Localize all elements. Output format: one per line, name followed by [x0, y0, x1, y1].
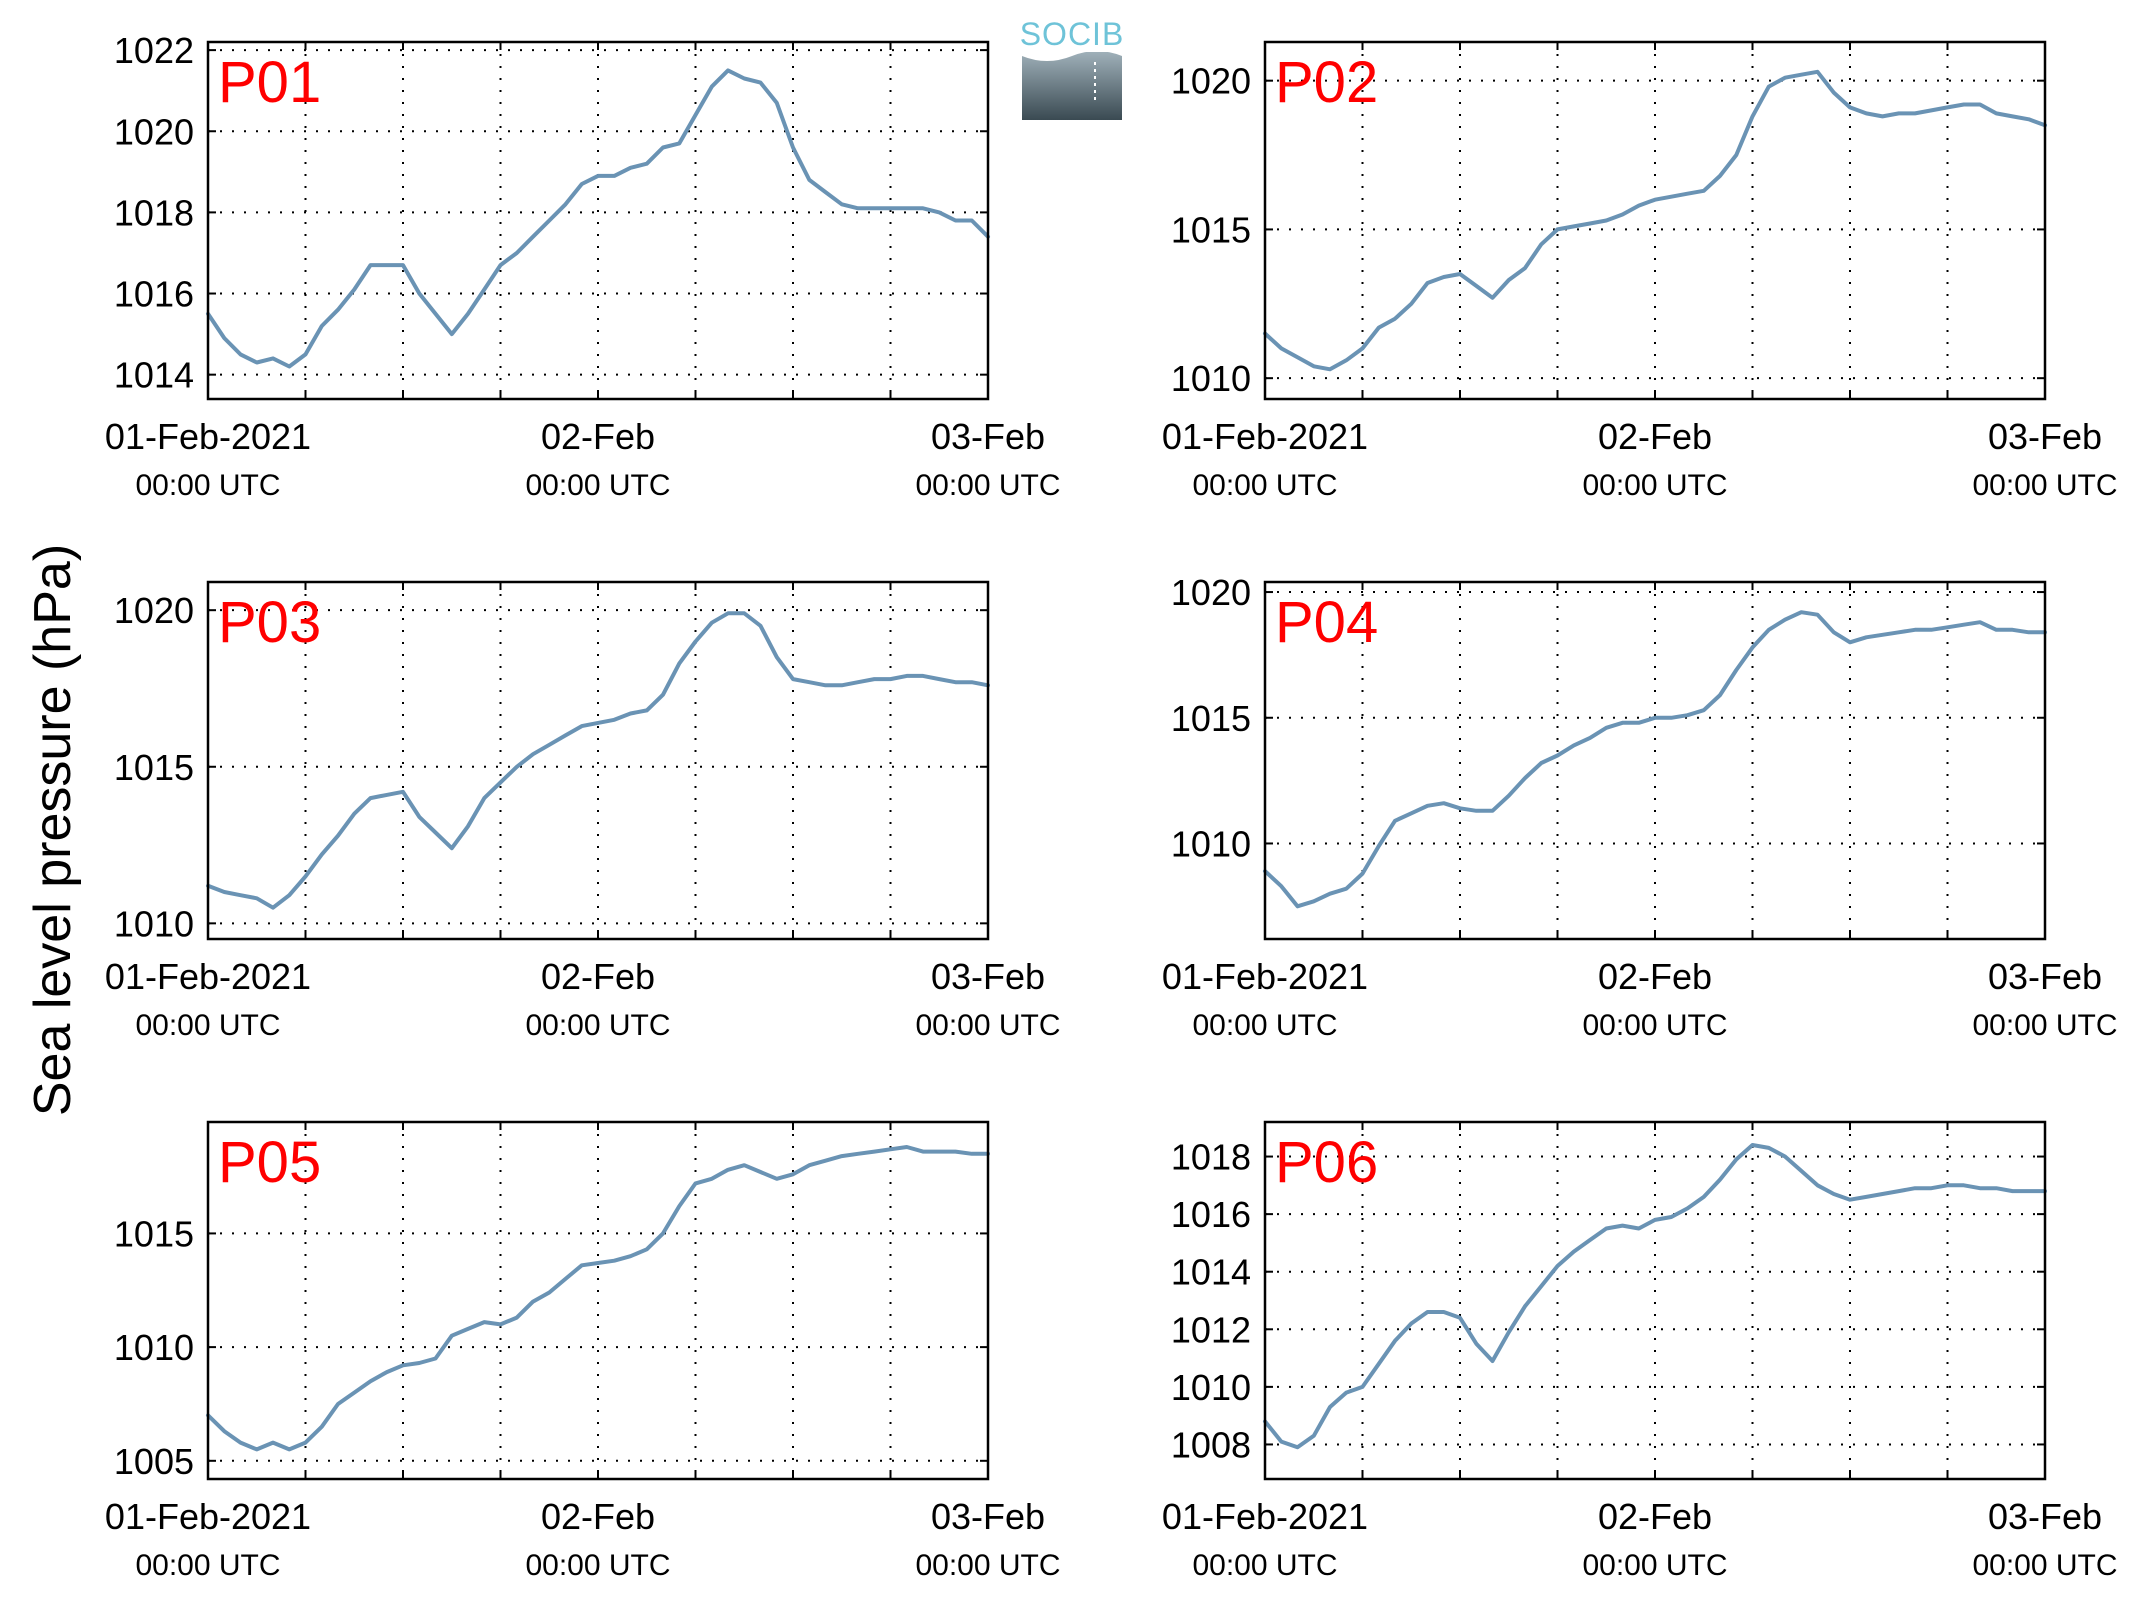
x-tick-label: 01-Feb-2021 — [105, 956, 311, 997]
y-tick-label: 1012 — [1171, 1309, 1251, 1350]
x-tick-label: 03-Feb — [931, 416, 1045, 457]
y-tick-label: 1010 — [1171, 823, 1251, 864]
panel-label: P02 — [1275, 50, 1378, 115]
y-tick-label: 1015 — [114, 1213, 194, 1254]
x-tick-sublabel: 00:00 UTC — [915, 1549, 1060, 1582]
x-tick-sublabel: 00:00 UTC — [1192, 469, 1337, 502]
x-tick-label: 01-Feb-2021 — [1162, 956, 1368, 997]
series-line — [206, 611, 990, 910]
y-tick-label: 1022 — [114, 30, 194, 71]
y-tick-label: 1020 — [1171, 572, 1251, 613]
axes-frame — [1263, 580, 2047, 941]
x-tick-label: 02-Feb — [1598, 1496, 1712, 1537]
chart-panel-p02: 1010 1015 1020 01-Feb-2021 00:00 UTC 02-Feb 00… — [1162, 40, 2118, 502]
x-tick-label: 02-Feb — [541, 1496, 655, 1537]
x-tick-label: 02-Feb — [1598, 956, 1712, 997]
chart-panel-p03: 1010 1015 1020 01-Feb-2021 00:00 UTC 02-Feb 00… — [105, 580, 1061, 1042]
x-tick-label: 03-Feb — [1988, 416, 2102, 457]
x-tick-sublabel: 00:00 UTC — [1582, 469, 1727, 502]
axes-frame — [1263, 1120, 2047, 1481]
y-tick-label: 1015 — [114, 747, 194, 788]
panels-group: 1014 1016 1018 1020 1022 01-Feb-2021 00:00 UTC… — [105, 30, 2118, 1582]
x-tick-label: 02-Feb — [541, 416, 655, 457]
y-tick-label: 1005 — [114, 1441, 194, 1482]
x-tick-sublabel: 00:00 UTC — [135, 469, 280, 502]
x-tick-sublabel: 00:00 UTC — [915, 469, 1060, 502]
grid-lines — [208, 42, 988, 399]
y-tick-label: 1008 — [1171, 1424, 1251, 1465]
series-line — [1263, 1143, 2047, 1450]
axes-frame — [206, 580, 990, 941]
x-tick-label: 01-Feb-2021 — [105, 1496, 311, 1537]
series-line — [206, 68, 990, 369]
series-line — [1263, 610, 2047, 909]
x-tick-sublabel: 00:00 UTC — [1582, 1009, 1727, 1042]
axes-frame — [1263, 40, 2047, 401]
panel-label: P03 — [218, 590, 321, 655]
chart-panel-p04: 1010 1015 1020 01-Feb-2021 00:00 UTC 02-Feb 00… — [1162, 572, 2118, 1042]
y-tick-label: 1020 — [1171, 61, 1251, 102]
y-tick-label: 1010 — [114, 903, 194, 944]
panel-label: P04 — [1275, 590, 1378, 655]
x-tick-label: 03-Feb — [931, 1496, 1045, 1537]
x-tick-sublabel: 00:00 UTC — [525, 1009, 670, 1042]
figure-ylabel: Sea level pressure (hPa) — [24, 544, 82, 1116]
y-tick-label: 1015 — [1171, 209, 1251, 250]
x-tick-label: 02-Feb — [1598, 416, 1712, 457]
panel-label: P06 — [1275, 1130, 1378, 1195]
y-tick-label: 1018 — [114, 192, 194, 233]
grid-lines — [1265, 42, 2045, 399]
panel-label: P05 — [218, 1130, 321, 1195]
x-tick-sublabel: 00:00 UTC — [1192, 1549, 1337, 1582]
y-tick-label: 1015 — [1171, 698, 1251, 739]
chart-panel-p06: 1008 1010 1012 1014 1016 1018 01-Feb-2021 00:00… — [1162, 1120, 2118, 1582]
axes-frame — [206, 40, 990, 401]
y-tick-label: 1016 — [114, 274, 194, 315]
y-tick-label: 1014 — [114, 355, 194, 396]
socib-logo: SOCIB — [1020, 16, 1125, 120]
grid-lines — [208, 582, 988, 939]
x-tick-label: 03-Feb — [931, 956, 1045, 997]
x-tick-label: 01-Feb-2021 — [1162, 1496, 1368, 1537]
y-tick-label: 1014 — [1171, 1252, 1251, 1293]
x-tick-sublabel: 00:00 UTC — [135, 1549, 280, 1582]
y-tick-label: 1010 — [114, 1327, 194, 1368]
series-line — [206, 1145, 990, 1452]
x-tick-sublabel: 00:00 UTC — [135, 1009, 280, 1042]
x-tick-sublabel: 00:00 UTC — [1582, 1549, 1727, 1582]
x-tick-label: 03-Feb — [1988, 1496, 2102, 1537]
y-tick-label: 1010 — [1171, 1367, 1251, 1408]
x-tick-sublabel: 00:00 UTC — [915, 1009, 1060, 1042]
grid-lines — [1265, 582, 2045, 939]
x-tick-sublabel: 00:00 UTC — [525, 1549, 670, 1582]
x-tick-sublabel: 00:00 UTC — [1192, 1009, 1337, 1042]
x-tick-sublabel: 00:00 UTC — [1972, 1549, 2117, 1582]
y-tick-label: 1010 — [1171, 358, 1251, 399]
panel-label: P01 — [218, 50, 321, 115]
logo-text: SOCIB — [1020, 16, 1125, 52]
x-tick-sublabel: 00:00 UTC — [525, 469, 670, 502]
y-tick-label: 1020 — [114, 111, 194, 152]
x-tick-sublabel: 00:00 UTC — [1972, 469, 2117, 502]
x-tick-label: 01-Feb-2021 — [105, 416, 311, 457]
y-tick-label: 1018 — [1171, 1137, 1251, 1178]
axes-frame — [206, 1120, 990, 1481]
y-tick-label: 1016 — [1171, 1194, 1251, 1235]
chart-panel-p05: 1005 1010 1015 01-Feb-2021 00:00 UTC 02-Feb 00… — [105, 1120, 1061, 1582]
series-line — [1263, 69, 2047, 372]
grid-lines — [1265, 1122, 2045, 1479]
x-tick-label: 01-Feb-2021 — [1162, 416, 1368, 457]
x-tick-sublabel: 00:00 UTC — [1972, 1009, 2117, 1042]
y-tick-label: 1020 — [114, 590, 194, 631]
x-tick-label: 03-Feb — [1988, 956, 2102, 997]
x-tick-label: 02-Feb — [541, 956, 655, 997]
grid-lines — [208, 1122, 988, 1479]
chart-panel-p01: 1014 1016 1018 1020 1022 01-Feb-2021 00:00 UTC… — [105, 30, 1061, 502]
